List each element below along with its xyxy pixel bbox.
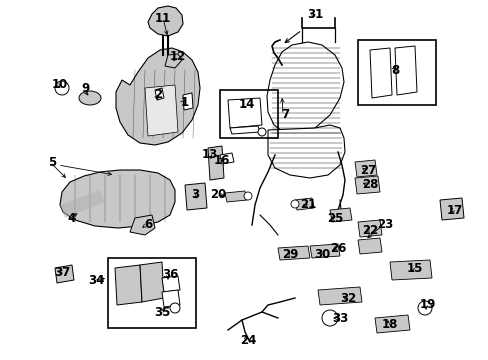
Polygon shape: [374, 315, 409, 333]
Text: 8: 8: [390, 63, 398, 77]
Text: 21: 21: [299, 198, 315, 211]
Circle shape: [321, 310, 337, 326]
Polygon shape: [229, 126, 260, 134]
Text: 32: 32: [339, 292, 355, 305]
Text: 30: 30: [313, 248, 329, 261]
Polygon shape: [369, 48, 391, 98]
Polygon shape: [357, 220, 381, 237]
Text: 17: 17: [446, 203, 462, 216]
Polygon shape: [329, 208, 351, 222]
Text: 29: 29: [281, 248, 298, 261]
Polygon shape: [164, 54, 182, 68]
Polygon shape: [317, 287, 361, 305]
Text: 36: 36: [162, 269, 178, 282]
Text: 35: 35: [154, 306, 170, 319]
Circle shape: [170, 303, 180, 313]
Polygon shape: [224, 191, 246, 202]
Polygon shape: [162, 290, 180, 307]
Polygon shape: [60, 170, 175, 228]
Polygon shape: [266, 42, 343, 135]
Polygon shape: [55, 265, 74, 283]
Text: 19: 19: [419, 298, 435, 311]
Text: 22: 22: [361, 224, 377, 237]
Polygon shape: [145, 85, 178, 136]
Text: 20: 20: [209, 189, 225, 202]
Text: 11: 11: [155, 12, 171, 24]
Polygon shape: [183, 93, 193, 110]
Text: 4: 4: [68, 211, 76, 225]
Circle shape: [290, 200, 298, 208]
Polygon shape: [155, 88, 163, 100]
Text: 24: 24: [239, 333, 256, 346]
Polygon shape: [116, 48, 200, 145]
Ellipse shape: [79, 91, 101, 105]
Text: 27: 27: [359, 163, 375, 176]
Bar: [108, 258, 196, 328]
Text: 1: 1: [181, 95, 189, 108]
Polygon shape: [184, 183, 206, 210]
Polygon shape: [354, 160, 376, 177]
Text: 16: 16: [213, 153, 230, 166]
Circle shape: [258, 128, 265, 136]
Text: 26: 26: [329, 242, 346, 255]
Text: 6: 6: [143, 219, 152, 231]
Text: 33: 33: [331, 311, 347, 324]
Text: 7: 7: [281, 108, 288, 122]
Polygon shape: [227, 98, 262, 128]
Text: 15: 15: [406, 261, 422, 274]
Polygon shape: [148, 6, 183, 36]
Polygon shape: [130, 215, 155, 235]
Polygon shape: [389, 260, 431, 280]
Polygon shape: [60, 190, 105, 218]
Polygon shape: [267, 125, 345, 178]
Polygon shape: [220, 153, 234, 164]
Text: 34: 34: [88, 274, 104, 287]
Text: 14: 14: [238, 99, 255, 112]
Polygon shape: [207, 146, 224, 180]
Polygon shape: [278, 246, 309, 260]
Polygon shape: [115, 265, 142, 305]
Text: 13: 13: [202, 148, 218, 162]
Polygon shape: [294, 198, 313, 210]
Text: 3: 3: [190, 189, 199, 202]
Polygon shape: [439, 198, 463, 220]
Text: 2: 2: [154, 89, 162, 102]
Polygon shape: [140, 262, 163, 302]
Polygon shape: [357, 238, 381, 254]
Bar: [357, 40, 435, 105]
Polygon shape: [162, 276, 180, 292]
Circle shape: [417, 301, 431, 315]
Text: 28: 28: [361, 179, 377, 192]
Polygon shape: [354, 176, 379, 194]
Text: 12: 12: [169, 50, 186, 63]
Polygon shape: [309, 244, 339, 258]
Text: 37: 37: [54, 266, 70, 279]
Circle shape: [55, 81, 69, 95]
Circle shape: [244, 192, 251, 200]
Bar: [220, 90, 278, 138]
Polygon shape: [394, 46, 416, 95]
Text: 23: 23: [376, 219, 392, 231]
Text: 9: 9: [81, 81, 89, 94]
Text: 5: 5: [48, 156, 56, 168]
Text: 18: 18: [381, 319, 397, 332]
Text: 25: 25: [326, 211, 343, 225]
Text: 10: 10: [52, 78, 68, 91]
Text: 31: 31: [306, 9, 323, 22]
